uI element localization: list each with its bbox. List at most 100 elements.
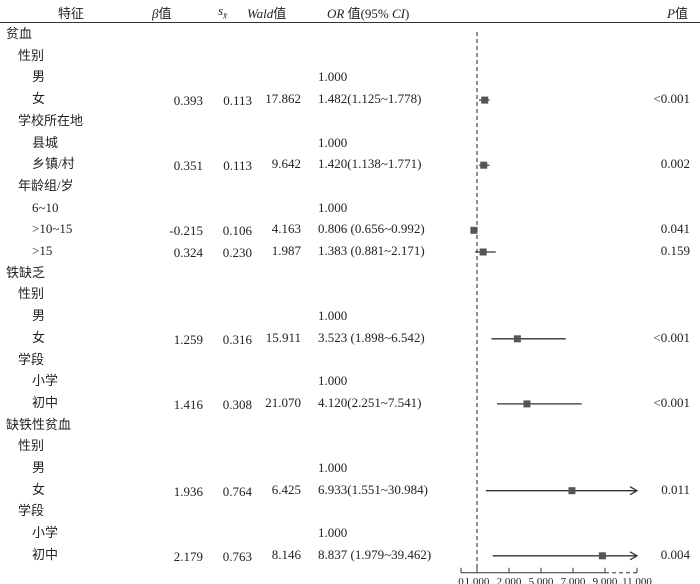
beta-value: 2.179 (173, 548, 203, 564)
beta-value: 1.416 (173, 396, 203, 412)
x-tick-label: 9.000 (593, 576, 618, 584)
or-point (513, 335, 521, 343)
row-label: 贫血 (6, 26, 33, 41)
beta-value: 0.393 (173, 93, 203, 109)
wald-value: 21.070 (265, 394, 301, 410)
header-or: OR 值(95% CI) (327, 3, 409, 22)
row-label: 男 (32, 460, 46, 475)
ci-arrow (629, 486, 639, 496)
or-point (470, 226, 478, 234)
x-tick-label: 0 (458, 576, 464, 584)
or-point (568, 487, 576, 495)
or-point (481, 96, 489, 104)
row-label: 初中 (32, 394, 59, 410)
row-label: 县城 (32, 134, 59, 150)
or-point (480, 161, 488, 169)
p-value: 0.002 (660, 156, 690, 172)
row-label: 小学 (32, 525, 59, 541)
x-tick-label: 7.000 (561, 576, 586, 584)
row-label: 男 (32, 69, 46, 85)
wald-value: 4.163 (271, 221, 301, 237)
or-ci-text: 1.420(1.138~1.771) (318, 156, 422, 172)
row-label: 女 (32, 91, 46, 107)
or-ci-text: 6.933(1.551~30.984) (318, 481, 428, 497)
row-label: 小学 (32, 373, 59, 389)
row-label: 年龄组/岁 (18, 177, 74, 193)
p-value: 0.041 (660, 221, 690, 237)
or-ci-text: 1.000 (318, 199, 348, 215)
header-se: sx̄ (218, 3, 227, 21)
wald-symbol: Wald (247, 6, 274, 21)
p-value: 0.159 (660, 243, 690, 258)
se-subscript: x̄ (223, 10, 228, 21)
or-point (598, 552, 606, 560)
se-value: 0.113 (223, 158, 252, 174)
or-ci-text: 1.000 (318, 525, 348, 541)
se-value: 0.113 (223, 93, 252, 109)
row-label: 性别 (18, 286, 45, 302)
se-value: 0.230 (222, 245, 252, 260)
se-value: 0.106 (222, 223, 252, 239)
or-ci: CI (392, 6, 406, 21)
or-ci-text: 1.482(1.125~1.778) (318, 91, 422, 107)
p-value: <0.001 (653, 394, 690, 410)
wald-value: 15.911 (265, 329, 301, 345)
p-value: <0.001 (653, 329, 690, 345)
se-value: 0.308 (222, 396, 252, 412)
beta-value: 0.324 (173, 245, 203, 260)
header-wald: Wald值 (247, 3, 286, 22)
se-value: 0.763 (222, 548, 252, 564)
or-ci-text: 0.806 (0.656~0.992) (318, 221, 425, 237)
p-suffix: 值 (674, 6, 688, 21)
se-value: 0.316 (222, 331, 252, 347)
row-label: 学段 (18, 503, 45, 519)
row-label: 女 (32, 481, 46, 497)
wald-value: 1.987 (271, 243, 301, 258)
x-tick-label: 5.000 (529, 576, 554, 584)
or-ci-text: 1.000 (318, 308, 348, 324)
or-symbol: OR (327, 6, 345, 21)
row-label: 初中 (32, 546, 59, 562)
row-label: 男 (32, 308, 46, 324)
or-ci-text: 1.000 (318, 373, 348, 389)
wald-value: 6.425 (271, 481, 301, 497)
or-ci-text: 3.523 (1.898~6.542) (318, 329, 425, 345)
x-tick-label: 11.000 (622, 576, 652, 584)
or-ci-text: 1.000 (318, 460, 348, 475)
or-point (479, 248, 487, 256)
header-divider (0, 22, 700, 23)
or-end: ) (405, 6, 410, 21)
row-label: 性别 (18, 47, 45, 63)
header-beta: β值 (152, 3, 172, 22)
row-label: 学段 (18, 351, 45, 367)
wald-value: 8.146 (271, 546, 301, 562)
se-symbol: s (218, 3, 224, 18)
wald-suffix: 值 (273, 6, 287, 21)
beta-value: 1.259 (173, 331, 203, 347)
or-ci-text: 4.120(2.251~7.541) (318, 394, 422, 410)
p-value: 0.004 (660, 546, 690, 562)
row-label: 铁缺乏 (6, 264, 46, 280)
row-label: 乡镇/村 (32, 156, 75, 172)
row-label: 性别 (18, 438, 45, 454)
or-point (523, 400, 531, 408)
header-feature: 特征 (58, 6, 85, 21)
beta-value: 1.936 (173, 483, 203, 499)
p-value: 0.011 (661, 481, 690, 497)
row-label: >15 (32, 243, 53, 258)
x-tick-label: 1.000 (465, 576, 490, 584)
or-mid: 值(95% (344, 6, 393, 21)
x-tick-label: 2.000 (497, 576, 522, 584)
wald-value: 17.862 (265, 91, 301, 107)
beta-suffix: 值 (158, 6, 172, 21)
row-label: >10~15 (32, 221, 73, 237)
beta-value: 0.351 (173, 158, 203, 174)
wald-value: 9.642 (271, 156, 301, 172)
row-label: 6~10 (32, 199, 59, 215)
header-p: P值 (667, 3, 688, 22)
or-ci-text: 1.000 (318, 69, 348, 85)
row-label: 女 (32, 329, 46, 345)
se-value: 0.764 (222, 483, 252, 499)
beta-symbol: β (152, 6, 159, 21)
